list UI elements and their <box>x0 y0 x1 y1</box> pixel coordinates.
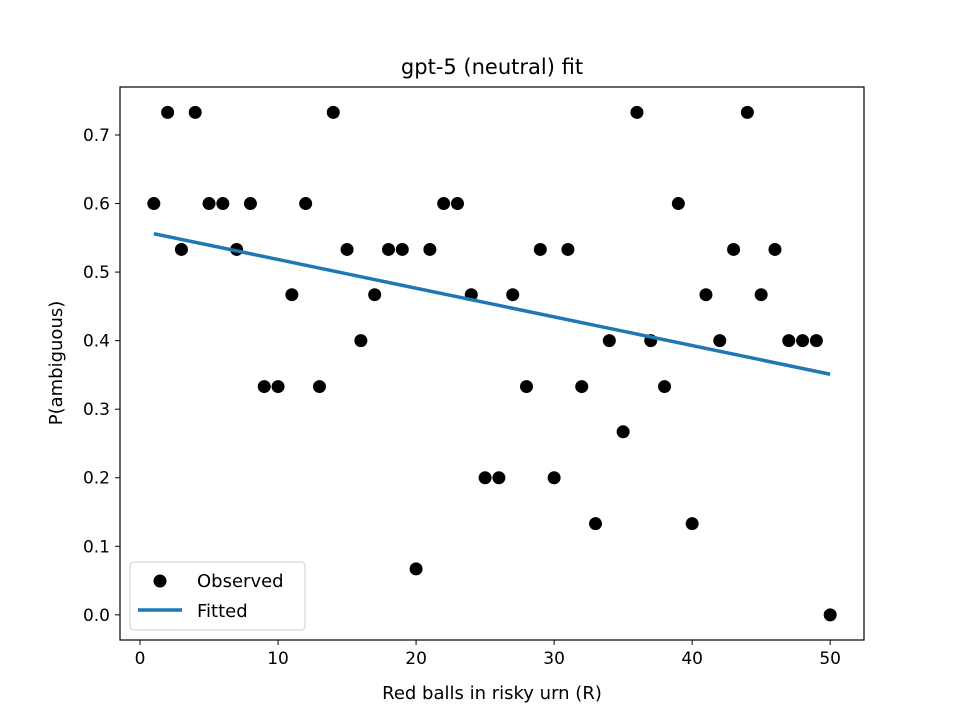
observed-point <box>809 334 823 348</box>
y-axis-label: P(ambiguous) <box>46 301 67 426</box>
observed-point <box>354 334 368 348</box>
observed-point <box>796 334 810 348</box>
observed-point <box>520 380 534 394</box>
observed-point <box>616 425 630 439</box>
observed-point <box>602 334 616 348</box>
observed-point <box>450 197 464 211</box>
x-axis: 0 10 20 30 40 50 <box>135 640 841 669</box>
observed-point <box>257 380 271 394</box>
y-tick-label: 0.4 <box>83 332 110 352</box>
x-tick-label: 10 <box>267 649 289 669</box>
observed-point <box>699 288 713 302</box>
x-tick-label: 0 <box>135 649 146 669</box>
observed-point <box>243 197 257 211</box>
observed-point <box>478 471 492 485</box>
y-tick-label: 0.6 <box>83 195 110 215</box>
observed-point <box>685 517 699 531</box>
observed-point <box>547 471 561 485</box>
observed-point <box>589 517 603 531</box>
observed-point <box>409 562 423 576</box>
observed-point <box>202 197 216 211</box>
observed-point <box>658 380 672 394</box>
legend-fitted-label: Fitted <box>197 601 248 622</box>
legend-observed-marker <box>153 574 167 588</box>
observed-point <box>671 197 685 211</box>
observed-point <box>271 380 285 394</box>
observed-point <box>312 380 326 394</box>
observed-point <box>174 242 188 256</box>
observed-point <box>575 380 589 394</box>
observed-point <box>437 197 451 211</box>
x-tick-label: 40 <box>681 649 703 669</box>
observed-point <box>630 105 644 119</box>
observed-point <box>823 608 837 622</box>
observed-point <box>506 288 520 302</box>
chart-title: gpt-5 (neutral) fit <box>401 55 583 79</box>
observed-point <box>299 197 313 211</box>
y-tick-label: 0.5 <box>83 263 110 283</box>
observed-point <box>740 105 754 119</box>
observed-point <box>782 334 796 348</box>
y-tick-label: 0.1 <box>83 537 110 557</box>
legend-observed-label: Observed <box>197 571 284 592</box>
x-tick-label: 30 <box>543 649 565 669</box>
observed-point <box>561 242 575 256</box>
x-tick-label: 50 <box>819 649 841 669</box>
observed-point <box>768 242 782 256</box>
observed-point <box>381 242 395 256</box>
observed-point <box>147 197 161 211</box>
observed-point <box>340 242 354 256</box>
x-axis-label: Red balls in risky urn (R) <box>382 683 602 704</box>
y-tick-label: 0.0 <box>83 606 110 626</box>
observed-point <box>492 471 506 485</box>
observed-point <box>188 105 202 119</box>
observed-point <box>533 242 547 256</box>
observed-point <box>727 242 741 256</box>
observed-point <box>161 105 175 119</box>
y-axis: 0.0 0.1 0.2 0.3 0.4 0.5 0.6 0.7 <box>83 126 120 626</box>
observed-point <box>216 197 230 211</box>
observed-point <box>368 288 382 302</box>
y-tick-label: 0.7 <box>83 126 110 146</box>
y-tick-label: 0.3 <box>83 400 110 420</box>
plot-area <box>147 105 837 622</box>
observed-point <box>754 288 768 302</box>
fitted-line <box>153 231 831 376</box>
legend-box <box>129 561 306 631</box>
observed-point <box>395 242 409 256</box>
observed-point <box>285 288 299 302</box>
observed-point <box>326 105 340 119</box>
x-tick-label: 20 <box>405 649 427 669</box>
plot-frame <box>119 86 865 641</box>
y-tick-label: 0.2 <box>83 469 110 489</box>
legend: Observed Fitted <box>129 561 306 631</box>
observed-point <box>423 242 437 256</box>
observed-point <box>713 334 727 348</box>
